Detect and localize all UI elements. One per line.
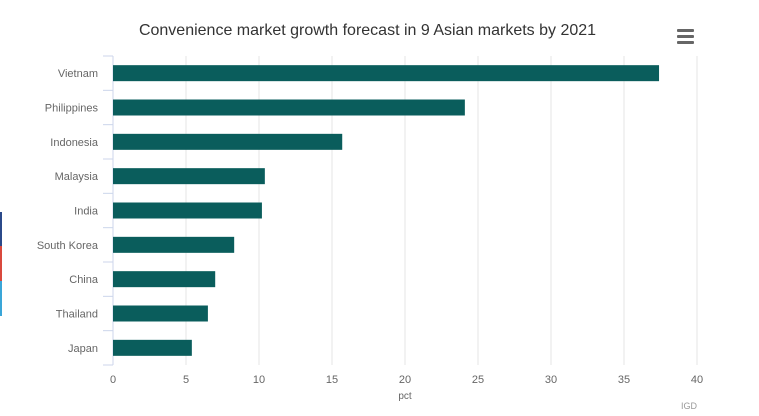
- x-axis-title: pct: [398, 391, 412, 402]
- chart-title: Convenience market growth forecast in 9 …: [138, 22, 597, 39]
- bar: [113, 99, 465, 116]
- category-label: Japan: [68, 343, 98, 355]
- credits[interactable]: IGD: [681, 401, 698, 411]
- bar: [113, 202, 262, 219]
- bar: [113, 168, 265, 185]
- x-tick-label: 30: [545, 374, 557, 386]
- menu-line: [677, 41, 694, 44]
- bar: [113, 133, 343, 150]
- category-label: South Korea: [37, 240, 99, 252]
- bar: [113, 339, 192, 356]
- x-tick-label: 25: [472, 374, 484, 386]
- x-tick-label: 5: [183, 374, 189, 386]
- x-tick-label: 35: [618, 374, 630, 386]
- side-strip-red: [0, 246, 2, 281]
- side-strip-blue: [0, 212, 2, 246]
- category-label: Indonesia: [50, 137, 99, 149]
- bar: [113, 305, 208, 322]
- bar: [113, 236, 235, 253]
- category-label: Vietnam: [58, 68, 98, 80]
- x-tick-label: 10: [253, 374, 265, 386]
- category-label: Philippines: [45, 103, 99, 115]
- category-label: China: [69, 274, 99, 286]
- x-tick-label: 20: [399, 374, 411, 386]
- menu-line: [677, 35, 694, 38]
- x-tick-label: 40: [691, 374, 703, 386]
- side-strip-cyan: [0, 281, 2, 316]
- hamburger-menu-icon[interactable]: [674, 26, 698, 46]
- x-tick-label: 0: [110, 374, 116, 386]
- category-label: Thailand: [56, 309, 98, 321]
- x-tick-label: 15: [326, 374, 338, 386]
- bar: [113, 271, 216, 288]
- menu-line: [677, 29, 694, 32]
- category-label: Malaysia: [55, 171, 99, 183]
- category-label: India: [74, 206, 99, 218]
- bar: [113, 65, 660, 82]
